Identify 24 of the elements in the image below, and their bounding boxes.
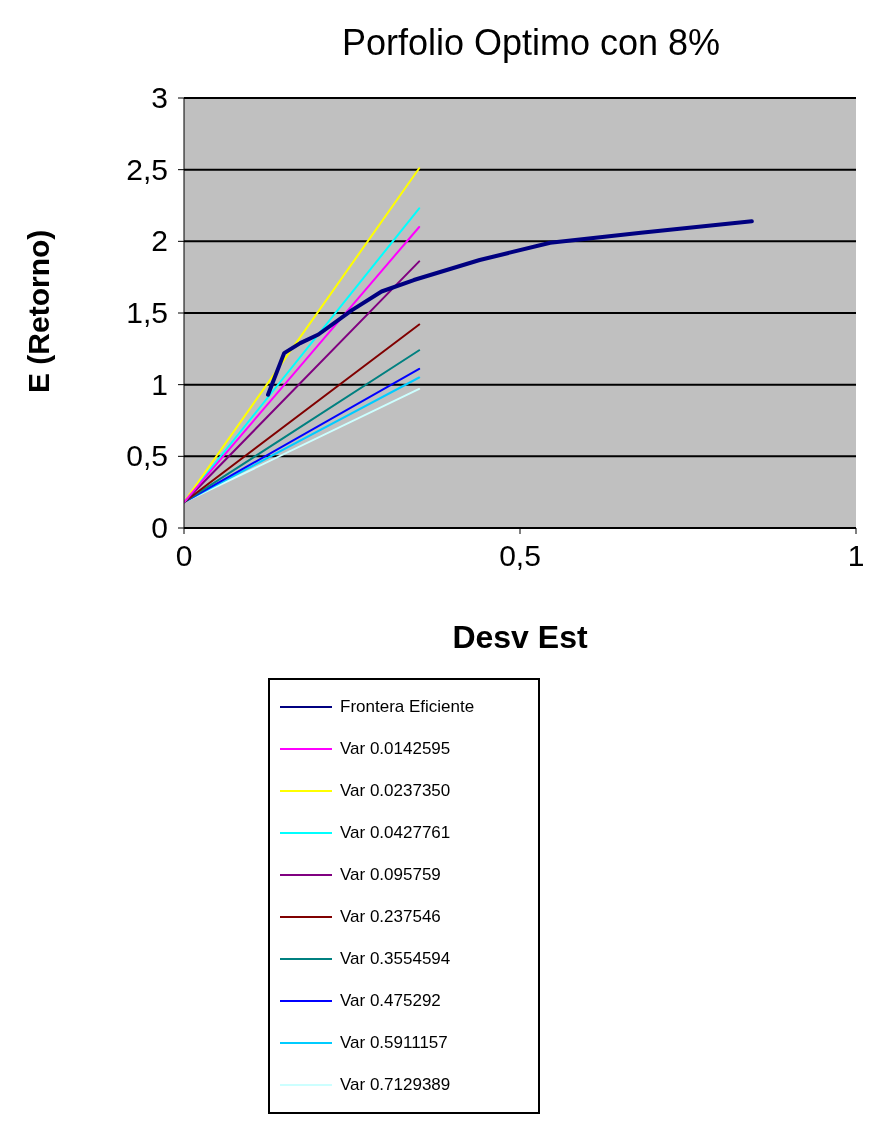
y-tick-label: 2: [151, 224, 168, 258]
legend-label: Var 0.7129389: [340, 1075, 451, 1095]
chart-title: Porfolio Optimo con 8%: [340, 21, 722, 65]
legend-label: Var 0.3554594: [340, 949, 451, 969]
y-tick-label: 2,5: [126, 152, 168, 186]
legend-label: Var 0.095759: [340, 865, 441, 885]
x-tick-label: 1: [847, 539, 865, 572]
line-series: [266, 219, 754, 397]
y-tick-label: 3: [151, 81, 168, 114]
legend-label: Var 0.5911157: [340, 1033, 448, 1053]
legend-label: Var 0.237546: [340, 907, 441, 927]
legend-label: Var 0.0237350: [340, 781, 451, 801]
x-axis-title: Desv Est: [452, 619, 588, 655]
y-axis-title: E (Retorno): [21, 229, 55, 393]
x-tick-label: 0,5: [499, 539, 541, 572]
legend-label: Var 0.0142595: [340, 739, 451, 759]
y-tick-label: 0,5: [126, 439, 168, 473]
legend-label: Var 0.475292: [340, 991, 441, 1011]
legend-label: Var 0.0427761: [340, 823, 451, 843]
y-tick-label: 1,5: [126, 296, 168, 329]
y-tick-label: 1: [151, 367, 168, 401]
legend-label: Frontera Eficiente: [340, 697, 475, 717]
y-tick-label: 0: [151, 511, 168, 544]
x-tick-label: 0: [175, 539, 193, 572]
